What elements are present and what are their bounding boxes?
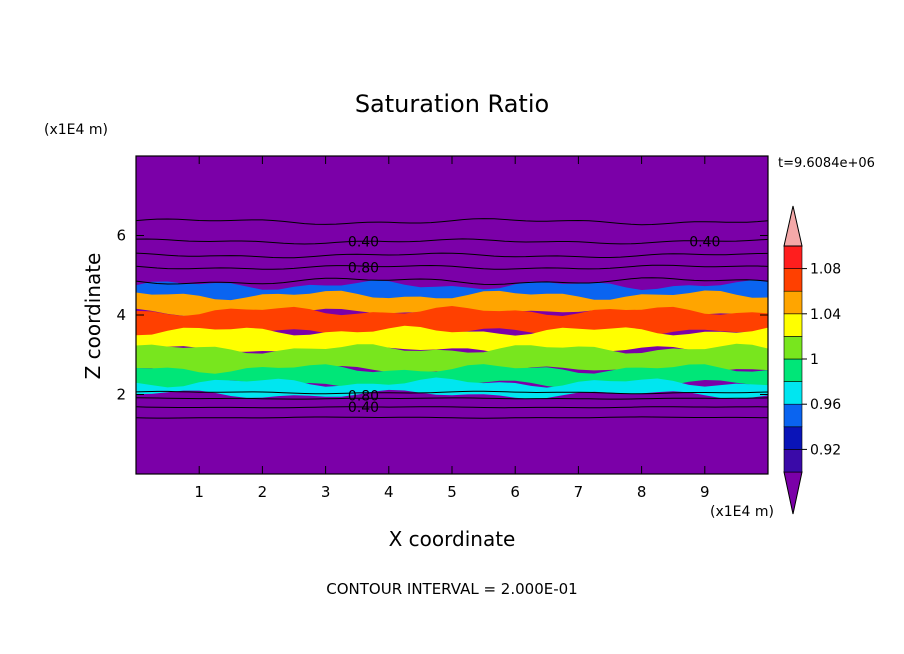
x-axis-ticks: 1 2 3 4 5 6 7 8 9 <box>194 156 710 501</box>
contour-label: 0.40 <box>348 234 379 250</box>
contour-line <box>136 390 768 395</box>
colorbar-swatch <box>783 268 803 292</box>
x-tick-label: 8 <box>637 483 647 501</box>
contour-line <box>136 218 768 226</box>
colorbar-swatch <box>783 290 803 315</box>
bands-layer <box>136 280 768 399</box>
x-tick-label: 1 <box>194 483 204 501</box>
contour-line <box>136 406 768 409</box>
saturation-band <box>136 377 768 399</box>
y-tick-label: 6 <box>116 227 126 245</box>
x-tick-label: 3 <box>321 483 331 501</box>
y-tick-label: 2 <box>116 386 126 404</box>
x-tick-label: 2 <box>258 483 268 501</box>
contour-line <box>136 416 768 419</box>
colorbar-tick-label: 1.08 <box>810 262 841 278</box>
plot-area <box>136 156 768 474</box>
contour-line <box>136 397 768 400</box>
contour-line <box>136 277 768 286</box>
colorbar-swatch <box>783 245 803 269</box>
colorbar-swatch <box>783 403 803 428</box>
y-unit-label: (x1E4 m) <box>44 122 108 138</box>
contour-label: 0.80 <box>348 388 379 404</box>
chart-title: Saturation Ratio <box>355 90 549 118</box>
colorbar-upper-arrow <box>783 205 803 247</box>
colorbar-tick-label: 0.92 <box>810 442 841 458</box>
x-tick-label: 7 <box>574 483 584 501</box>
colorbar-swatch <box>783 358 803 382</box>
colorbar-lower-arrow <box>783 471 803 515</box>
contour-label: 0.40 <box>348 400 379 416</box>
colorbar-swatch <box>783 426 803 450</box>
x-tick-label: 9 <box>700 483 710 501</box>
contour-interval-label: CONTOUR INTERVAL = 2.000E-01 <box>326 580 577 598</box>
contour-label: 0.40 <box>689 234 720 250</box>
x-tick-label: 4 <box>384 483 394 501</box>
x-tick-label: 5 <box>447 483 457 501</box>
colorbar-swatch <box>783 313 803 337</box>
colorbar-tick-label: 0.96 <box>810 397 841 413</box>
x-tick-label: 6 <box>510 483 520 501</box>
contour-line <box>136 238 768 245</box>
contour-label: 0.80 <box>348 260 379 276</box>
saturation-band <box>136 343 768 376</box>
y-tick-label: 4 <box>116 306 126 324</box>
y-axis-label: Z coordinate <box>81 253 105 380</box>
contour-line <box>136 264 768 270</box>
time-label: t=9.6084e+06 <box>778 156 875 171</box>
colorbar-tick-label: 1 <box>810 352 819 368</box>
colorbar-swatch <box>783 449 803 473</box>
x-axis-label: X coordinate <box>389 527 516 551</box>
y-axis-ticks: 2 4 6 <box>116 227 768 404</box>
contour-layer <box>136 218 768 419</box>
colorbar: 0.92 0.96 1 1.04 1.08 <box>783 205 841 515</box>
colorbar-swatch <box>783 336 803 360</box>
x-unit-label: (x1E4 m) <box>710 504 774 520</box>
saturation-band <box>136 325 768 356</box>
contour-line <box>136 252 768 259</box>
colorbar-swatch <box>783 381 803 405</box>
colorbar-tick-label: 1.04 <box>810 307 841 323</box>
contour-labels-layer: 0.40 0.400.800.800.40 <box>348 234 720 416</box>
